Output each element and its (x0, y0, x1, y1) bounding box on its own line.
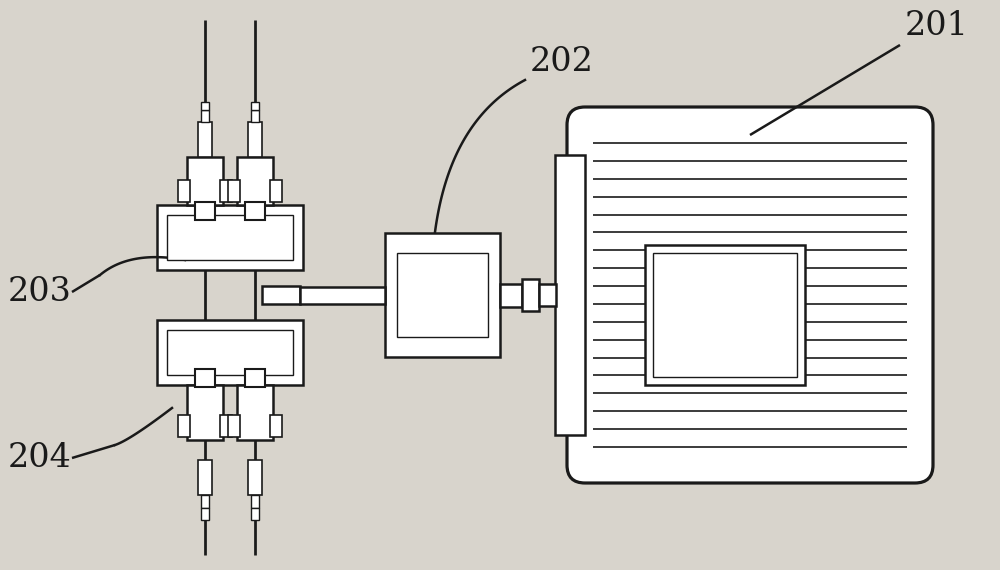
Bar (220, 415, 232, 437)
Bar (201, 495, 209, 508)
Text: 201: 201 (905, 10, 969, 42)
Bar (195, 202, 215, 220)
Bar (167, 330, 293, 375)
Bar (539, 284, 556, 306)
Bar (201, 102, 209, 110)
Bar (397, 253, 488, 337)
Bar (228, 415, 240, 437)
Bar (385, 233, 500, 357)
Bar (228, 180, 240, 202)
Bar (653, 253, 797, 377)
Bar (201, 110, 209, 122)
Bar (248, 122, 262, 157)
Bar (157, 320, 303, 385)
Bar (245, 202, 265, 220)
Bar (198, 122, 212, 157)
Text: 202: 202 (530, 46, 594, 78)
Bar (198, 460, 212, 495)
Bar (201, 508, 209, 520)
Bar (195, 369, 215, 387)
Bar (645, 245, 805, 385)
Bar (157, 205, 303, 270)
Bar (187, 385, 223, 440)
Bar (178, 415, 190, 437)
Bar (555, 155, 585, 435)
Bar (251, 102, 259, 110)
Bar (500, 283, 522, 307)
Bar (251, 495, 259, 508)
Bar (251, 110, 259, 122)
FancyBboxPatch shape (567, 107, 933, 483)
Bar (262, 286, 300, 304)
Bar (178, 180, 190, 202)
Bar (300, 287, 385, 303)
Bar (245, 369, 265, 387)
Bar (248, 460, 262, 495)
Bar (237, 157, 273, 205)
Bar (167, 215, 293, 260)
Bar (220, 180, 232, 202)
Text: 203: 203 (8, 276, 72, 308)
Bar (270, 415, 282, 437)
Bar (237, 385, 273, 440)
Bar (187, 157, 223, 205)
Bar (522, 279, 539, 311)
Bar (251, 508, 259, 520)
Text: 204: 204 (8, 442, 72, 474)
Bar (270, 180, 282, 202)
